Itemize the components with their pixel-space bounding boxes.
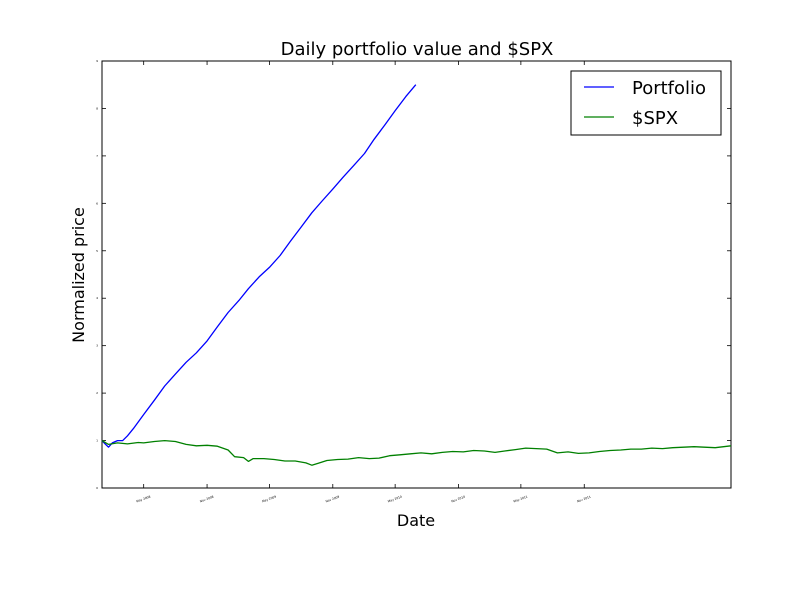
x-tick-label: May 2011 — [513, 495, 528, 504]
y-tick-label: 1 — [96, 439, 98, 443]
x-tick-label: Nov 2009 — [325, 495, 340, 504]
x-tick-label: May 2008 — [136, 495, 151, 504]
y-tick-label: 3 — [96, 344, 98, 348]
y-tick-label: 2 — [96, 391, 98, 395]
x-tick-label: Nov 2011 — [576, 495, 591, 504]
x-tick-label: May 2009 — [261, 495, 276, 504]
x-tick-label: Nov 2008 — [199, 495, 214, 504]
y-tick-label: 4 — [96, 296, 98, 300]
y-tick-label: 9 — [96, 59, 98, 63]
x-tick-label: May 2010 — [387, 495, 402, 504]
series-line-spx — [101, 439, 732, 466]
x-tick-label: Nov 2010 — [451, 495, 466, 504]
legend-box — [570, 70, 722, 136]
x-axis-label: Date — [397, 511, 435, 530]
x-axis-ticks: May 2008 Nov 2008 May 2009 Nov 2009 May 2010… — [136, 61, 591, 504]
series-line-portfolio — [101, 84, 417, 448]
legend-portfolio-label: Portfolio — [632, 78, 706, 99]
y-tick-label: 7 — [96, 154, 98, 158]
legend-spx-label: $SPX — [632, 108, 678, 129]
y-tick-label: 5 — [96, 249, 98, 253]
chart-title: Daily portfolio value and $SPX — [281, 39, 554, 60]
y-tick-label: 8 — [96, 106, 98, 110]
y-axis-label: Normalized price — [69, 207, 88, 343]
y-axis-ticks: 0 1 2 3 4 5 6 7 8 9 — [96, 59, 731, 490]
legend: Portfolio $SPX — [570, 70, 722, 136]
series-lines — [101, 84, 732, 466]
y-tick-label: 0 — [96, 486, 98, 490]
y-tick-label: 6 — [96, 201, 98, 205]
